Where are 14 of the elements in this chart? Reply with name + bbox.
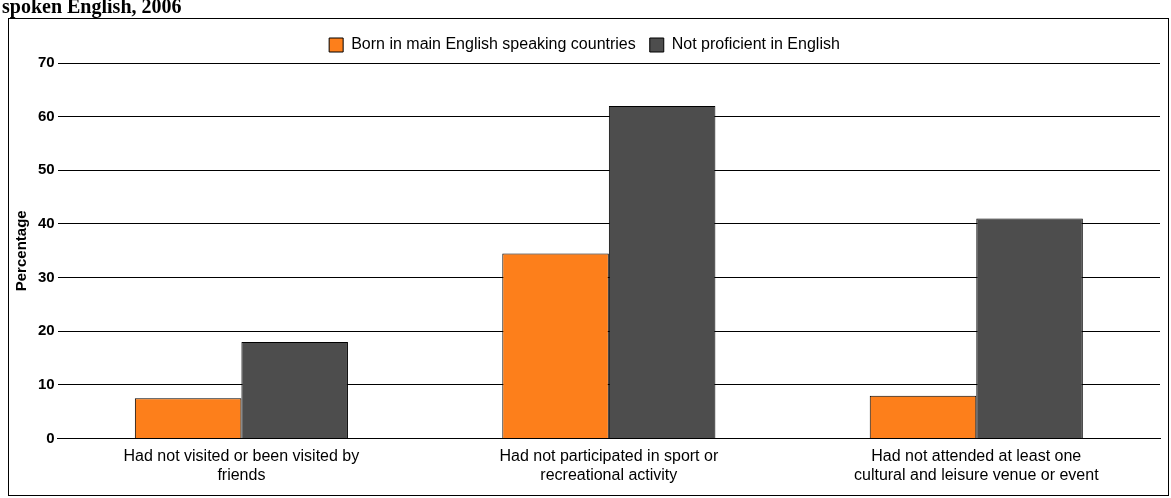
y-tick-label: 30 bbox=[38, 267, 55, 285]
y-tick-label: 20 bbox=[38, 321, 55, 339]
x-tick-label: Had not attended at least one cultural and leisure venue or event bbox=[853, 446, 1100, 483]
y-tick-label: 10 bbox=[38, 375, 55, 393]
legend-label: Born in main English speaking countries bbox=[351, 35, 636, 53]
y-axis-title: Percentage bbox=[12, 210, 30, 292]
legend-label: Not proficient in English bbox=[671, 35, 840, 53]
y-tick-label: 60 bbox=[38, 106, 55, 124]
x-tick-label: Had not visited or been visited by friends bbox=[123, 446, 360, 483]
x-tick-label: Had not participated in sport or recreational activity bbox=[499, 446, 719, 483]
y-tick-label: 40 bbox=[38, 214, 55, 232]
y-tick-label: 70 bbox=[38, 53, 55, 71]
y-tick-label: 0 bbox=[46, 428, 55, 446]
y-tick-label: 50 bbox=[38, 160, 55, 178]
